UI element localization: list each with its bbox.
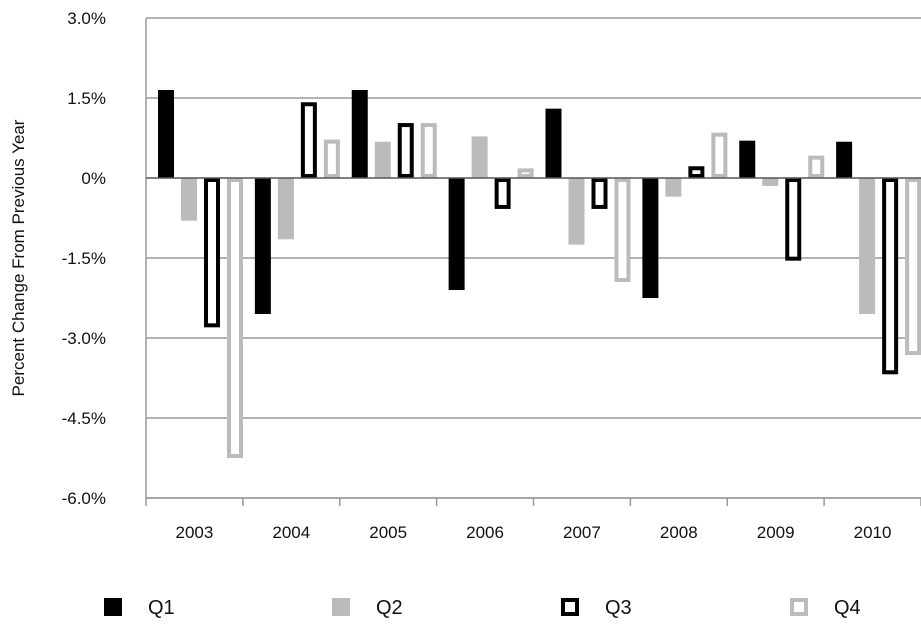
x-tick-label: 2009 (757, 523, 795, 542)
bar-q3-2005 (397, 123, 414, 178)
y-tick-label: -1.5% (62, 249, 106, 268)
legend-label-q3: Q3 (605, 597, 632, 619)
bar-q4-2007 (614, 178, 631, 282)
bar-q4-2003 (227, 178, 243, 458)
bar-q1-2006 (448, 178, 465, 290)
bar-q2-2007 (568, 178, 585, 245)
bar-q4-2005 (420, 123, 437, 178)
bar-q3-2008 (688, 166, 705, 178)
bar-q4-2006 (517, 168, 534, 178)
bar-q2-2008 (665, 178, 682, 197)
x-tick-label: 2004 (272, 523, 310, 542)
bar-q4-2008 (711, 132, 728, 179)
x-tick-labels: 2003 2004 2005 2006 2007 2008 2009 2010 (176, 523, 892, 542)
bar-q3-2006 (494, 178, 511, 209)
x-tick-label: 2005 (369, 523, 407, 542)
x-tick-label: 2008 (660, 523, 698, 542)
y-tick-label: -3.0% (62, 329, 106, 348)
legend-label-q1: Q1 (148, 597, 175, 619)
bar-q1-2004 (254, 178, 271, 314)
legend-label-q4: Q4 (834, 597, 861, 619)
x-tick-label: 2006 (466, 523, 504, 542)
bar-q2-2003 (181, 178, 197, 221)
legend-swatch-q3 (561, 598, 579, 616)
bars (158, 90, 921, 458)
bar-q1-2003 (158, 90, 174, 178)
bar-q4-2004 (323, 139, 340, 179)
bar-q2-2009 (762, 178, 779, 186)
bar-q1-2010 (836, 141, 853, 178)
x-tick-label: 2003 (176, 523, 214, 542)
bar-q1-2008 (642, 178, 659, 298)
bar-q1-2009 (739, 140, 756, 178)
legend-swatch-q1 (104, 598, 122, 616)
bar-q2-2005 (374, 141, 391, 178)
bar-q3-2004 (300, 102, 317, 178)
legend: Q1 Q2 Q3 Q4 (104, 597, 861, 619)
bar-q4-2009 (808, 155, 825, 179)
y-tick-label: 1.5% (67, 89, 106, 108)
bar-q4-2010 (905, 178, 921, 356)
y-tick-label: 3.0% (67, 9, 106, 28)
y-axis-label: Percent Change From Previous Year (9, 119, 28, 396)
bar-q3-2003 (204, 178, 220, 328)
y-tick-label: -6.0% (62, 489, 106, 508)
y-tick-label: -4.5% (62, 409, 106, 428)
bar-q2-2004 (277, 178, 294, 240)
bar-q2-2006 (471, 136, 488, 178)
legend-swatch-q4 (790, 598, 808, 616)
axes (145, 18, 921, 506)
bar-q2-2010 (859, 178, 876, 314)
legend-swatch-q2 (332, 598, 350, 616)
x-tick-label: 2007 (563, 523, 601, 542)
bar-q1-2007 (545, 108, 562, 178)
bar-q1-2005 (351, 90, 368, 178)
x-tick-label: 2010 (854, 523, 892, 542)
legend-label-q2: Q2 (376, 597, 403, 619)
y-tick-label: 0% (81, 169, 106, 188)
bar-q3-2007 (591, 178, 608, 209)
bar-q3-2009 (785, 178, 802, 261)
y-tick-labels: 3.0% 1.5% 0% -1.5% -3.0% -4.5% -6.0% (62, 9, 106, 508)
bar-q3-2010 (882, 178, 899, 375)
